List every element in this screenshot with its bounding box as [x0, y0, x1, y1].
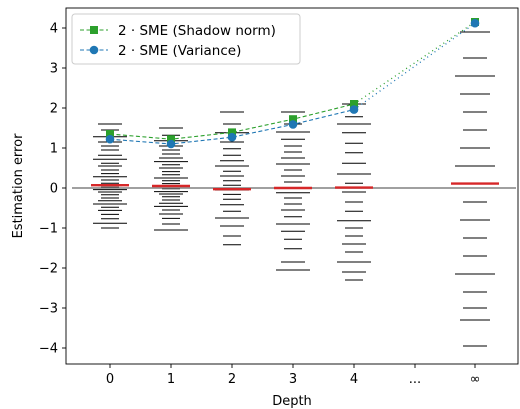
- data-point: [289, 115, 297, 124]
- data-point: [350, 100, 358, 108]
- mean-error-marks: [91, 182, 499, 191]
- y-tick-label: 3: [50, 62, 58, 77]
- data-point: [349, 105, 359, 114]
- y-tick-label: 2: [50, 102, 58, 117]
- legend-marker: [89, 45, 99, 55]
- x-tick-label: 1: [167, 372, 175, 387]
- plot-frame: [65, 7, 519, 365]
- legend-marker: [90, 26, 98, 34]
- data-point: [106, 130, 114, 138]
- sample-marks: [93, 31, 495, 347]
- y-tick-label: −2: [39, 262, 58, 277]
- series-line: [109, 103, 355, 140]
- x-tick-label: ...: [409, 372, 421, 387]
- legend: 2 · SME (Shadow norm) 2 · SME (Variance): [71, 13, 301, 65]
- x-tick-label: 4: [350, 372, 358, 387]
- data-point: [288, 120, 298, 129]
- x-axis: 0 1 2 3 4... ∞: [106, 364, 481, 387]
- y-tick-label: −4: [39, 342, 58, 357]
- y-tick-label: −3: [39, 302, 58, 317]
- y-tick-label: −1: [39, 222, 58, 237]
- data-point: [166, 139, 176, 149]
- data-point: [105, 134, 115, 144]
- x-tick-label: 2: [228, 372, 236, 387]
- series-extrapolation: [353, 21, 476, 105]
- legend-label-shadow-norm: 2 · SME (Shadow norm): [118, 23, 276, 39]
- legend-entry-shadow-norm: 2 · SME (Shadow norm): [80, 23, 276, 39]
- legend-entry-variance: 2 · SME (Variance): [80, 43, 241, 59]
- y-tick-label: 4: [50, 22, 58, 37]
- legend-label-variance: 2 · SME (Variance): [118, 43, 241, 59]
- y-tick-label: 1: [50, 142, 58, 157]
- data-point: [228, 128, 236, 137]
- data-point: [167, 135, 175, 144]
- y-tick-label: 0: [50, 182, 58, 197]
- data-point: [227, 132, 237, 142]
- series-line: [109, 109, 355, 145]
- series-layer: [105, 18, 480, 149]
- x-tick-label: 0: [106, 372, 114, 387]
- data-point: [470, 18, 480, 28]
- y-axis-label: Estimation error: [11, 133, 26, 238]
- x-tick-label: ∞: [470, 372, 481, 387]
- legend-box: [71, 13, 301, 65]
- y-axis: 4 3 2 1 0 −1 −2 −3 −4: [39, 22, 66, 357]
- x-tick-label: 3: [289, 372, 297, 387]
- x-axis-label: Depth: [272, 394, 312, 409]
